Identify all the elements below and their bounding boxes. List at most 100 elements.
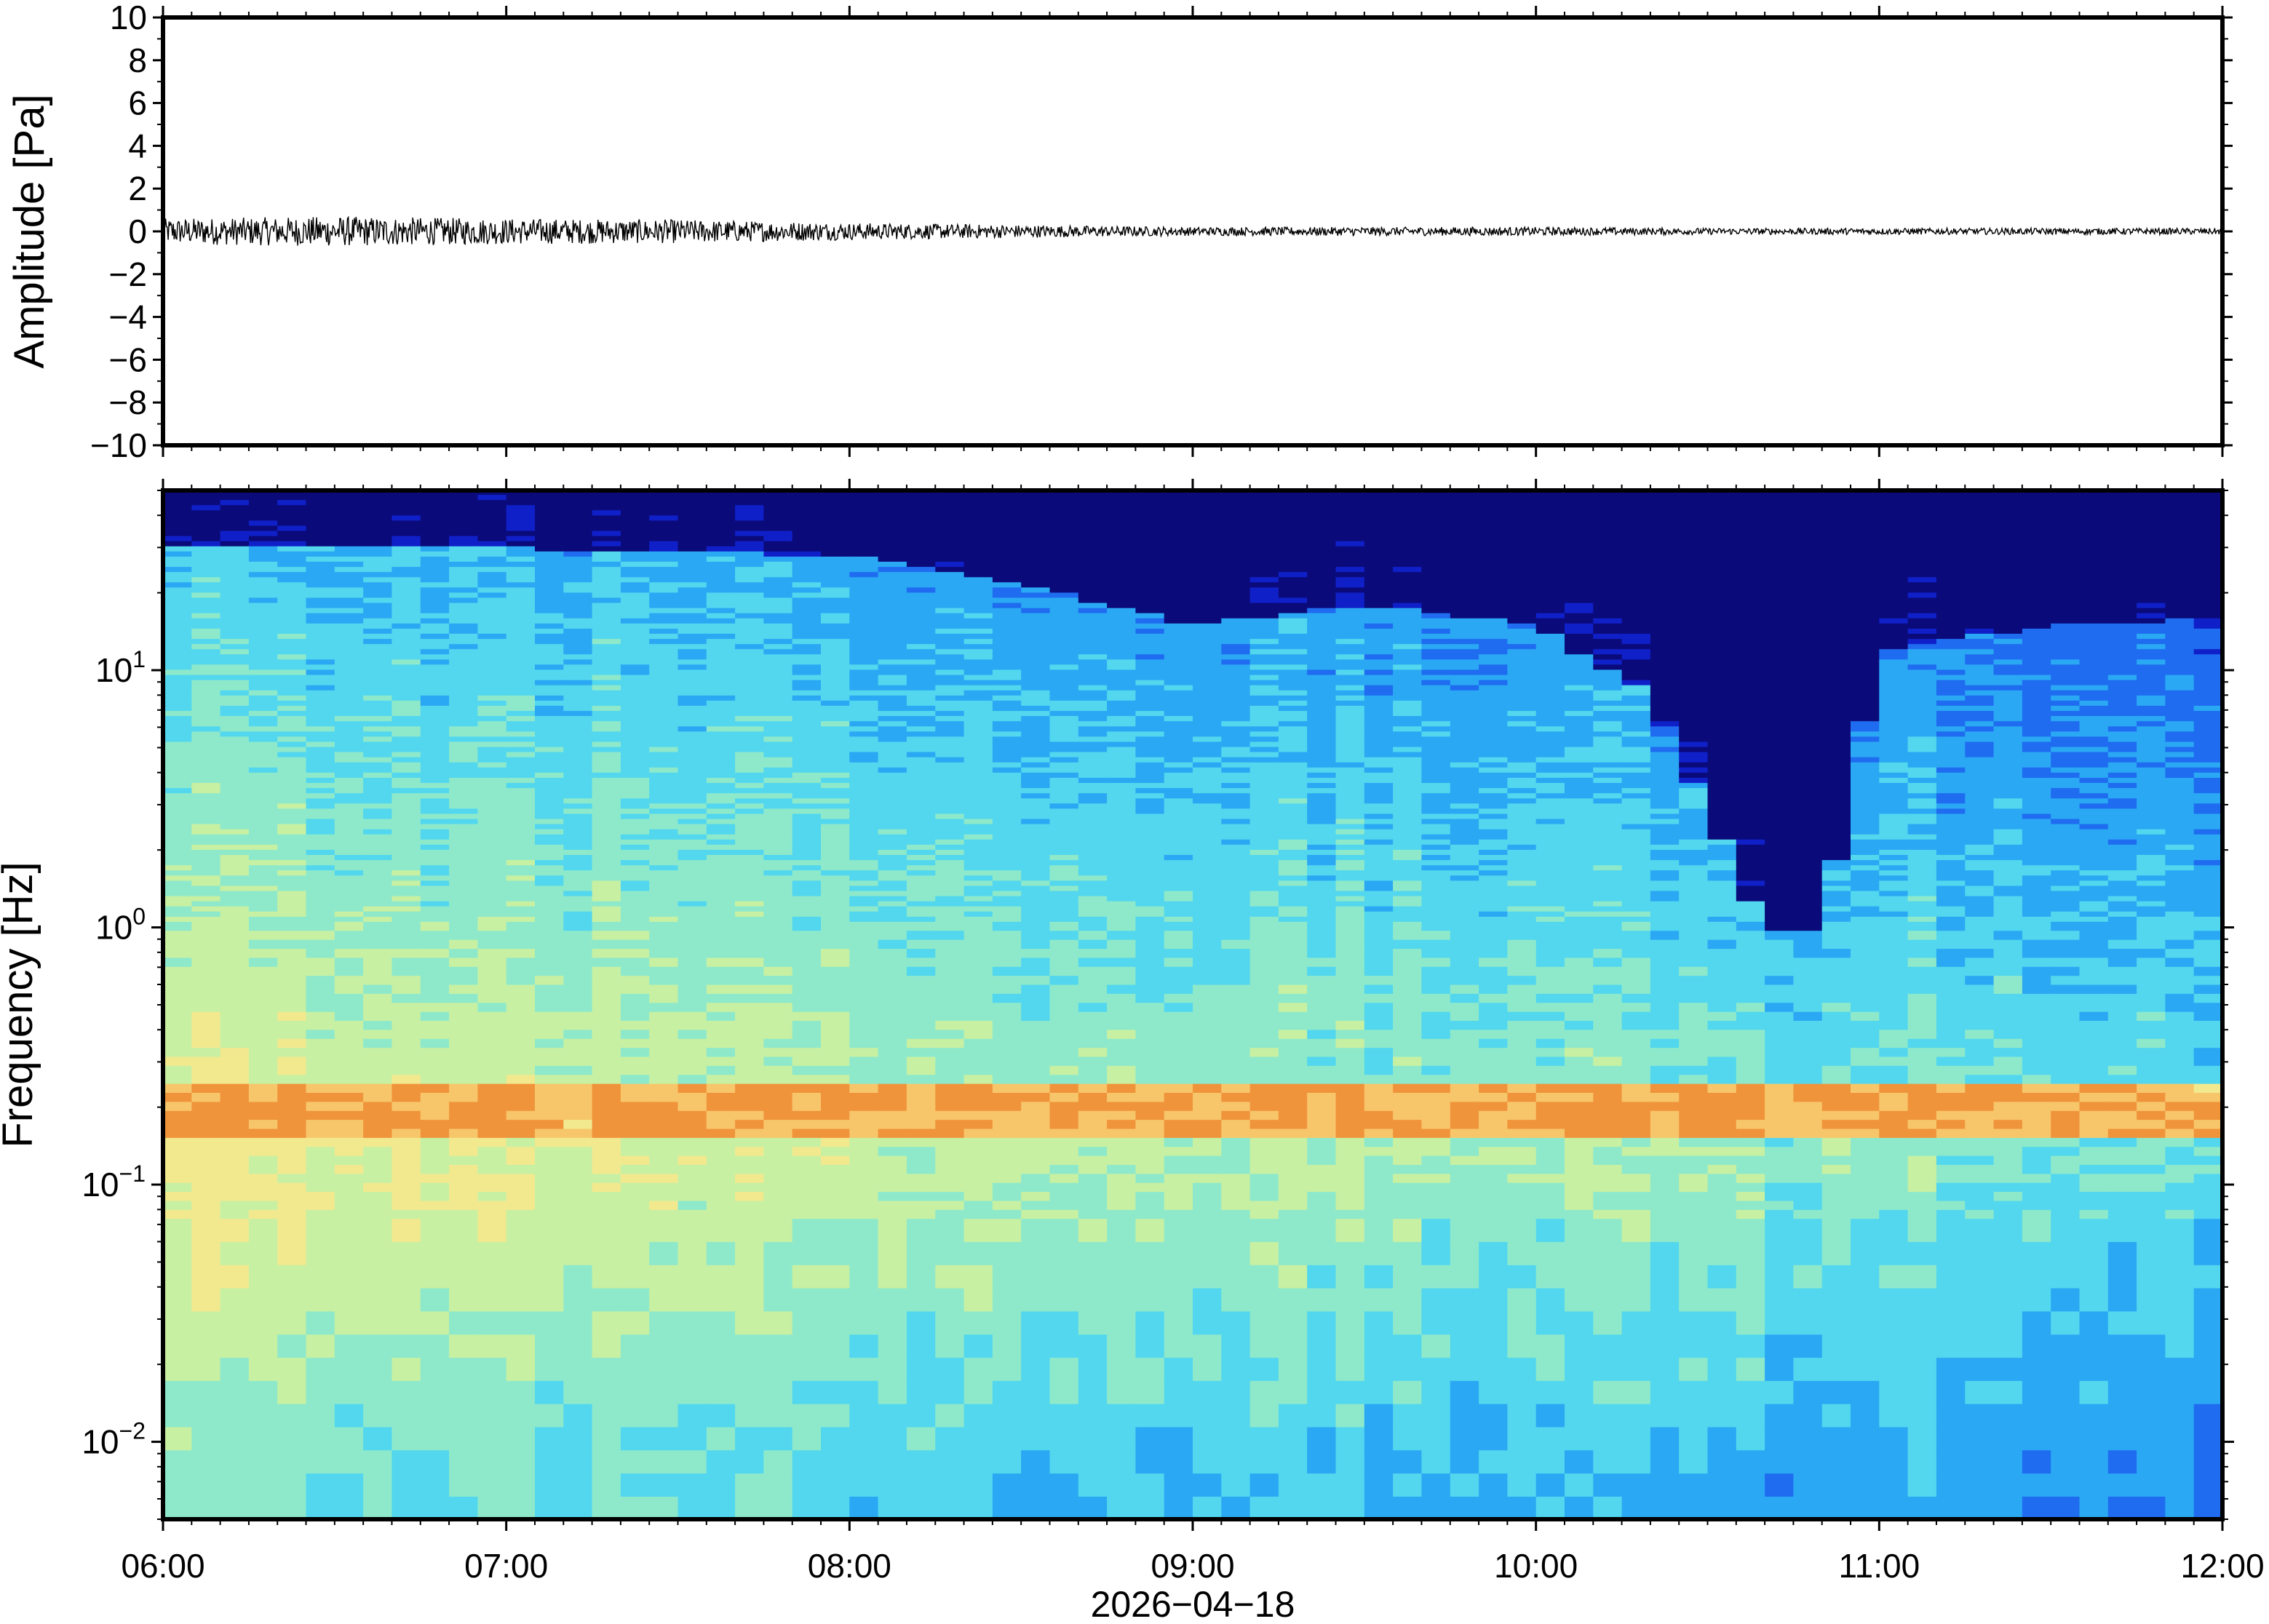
spectrogram-cell xyxy=(420,1310,450,1335)
spectrogram-cell xyxy=(563,679,593,685)
spectrogram-cell xyxy=(1193,514,1223,521)
spectrogram-cell xyxy=(477,700,507,706)
spectrogram-cell xyxy=(334,808,364,814)
spectrogram-cell xyxy=(163,576,193,583)
spectrogram-cell xyxy=(649,633,679,640)
spectrogram-cell xyxy=(677,993,707,1003)
spectrogram-cell xyxy=(763,499,793,506)
spectrogram-cell xyxy=(191,772,221,778)
spectrogram-cell xyxy=(420,695,450,701)
spectrogram-cell xyxy=(992,756,1022,763)
spectrogram-cell xyxy=(449,741,479,747)
spectrogram-cell xyxy=(191,1173,221,1183)
spectrogram-cell xyxy=(849,844,879,850)
spectrogram-cell xyxy=(992,1209,1022,1219)
spectrogram-cell xyxy=(792,880,822,886)
spectrogram-cell xyxy=(248,1074,278,1084)
spectrogram-cell xyxy=(191,684,221,690)
spectrogram-cell xyxy=(1249,1310,1279,1335)
spectrogram-cell xyxy=(506,586,536,593)
spectrogram-cell xyxy=(163,797,193,804)
spectrogram-cell xyxy=(506,546,536,552)
spectrogram-cell xyxy=(1107,803,1137,809)
spectrogram-cell xyxy=(306,1182,335,1193)
spectrogram-cell xyxy=(477,736,507,742)
spectrogram-cell xyxy=(363,674,393,680)
spectrogram-cell xyxy=(1193,586,1223,593)
spectrogram-cell xyxy=(792,602,822,608)
spectrogram-cell xyxy=(277,561,307,568)
spectrogram-cell xyxy=(1107,705,1137,712)
spectrogram-cell xyxy=(1107,957,1137,967)
spectrogram-cell xyxy=(878,1119,907,1129)
spectrogram-cell xyxy=(935,875,965,881)
spectrogram-cell xyxy=(1135,1173,1165,1183)
spectrogram-cell xyxy=(706,664,736,670)
spectrogram-cell xyxy=(1135,930,1165,940)
spectrogram-cell xyxy=(706,725,736,732)
spectrogram-cell xyxy=(821,561,851,568)
spectrogram-cell xyxy=(620,869,650,876)
spectrogram-cell xyxy=(163,939,193,950)
spectrogram-cell xyxy=(248,1119,278,1129)
spectrogram-cell xyxy=(706,695,736,701)
spectrogram-cell xyxy=(792,504,822,511)
spectrogram-cell xyxy=(392,756,421,763)
spectrogram-cell xyxy=(763,597,793,603)
spectrogram-cell xyxy=(706,818,736,824)
spectrogram-cell xyxy=(163,875,193,881)
spectrogram-cell xyxy=(220,710,250,717)
spectrogram-cell xyxy=(935,792,965,799)
spectrogram-cell xyxy=(1164,984,1193,994)
spectrogram-cell xyxy=(248,1047,278,1057)
spectrogram-cell xyxy=(620,859,650,866)
spectrogram-cell xyxy=(449,1380,479,1404)
spectrogram-cell xyxy=(1135,1074,1165,1084)
spectrogram-cell xyxy=(420,1137,450,1147)
spectrogram-cell xyxy=(191,797,221,804)
spectrogram-cell xyxy=(821,658,851,665)
spectrogram-cell xyxy=(1078,504,1108,511)
spectrogram-cell xyxy=(935,551,965,557)
spectrogram-cell xyxy=(1049,1011,1079,1021)
spectrogram-cell xyxy=(1021,653,1051,660)
spectrogram-cell xyxy=(649,905,679,912)
spectrogram-cell xyxy=(1164,623,1193,629)
spectrogram-cell xyxy=(506,911,536,917)
spectrogram-cell xyxy=(535,787,565,794)
spectrogram-cell xyxy=(735,1056,765,1066)
spectrogram-cell xyxy=(735,1200,765,1210)
spectrogram-cell xyxy=(620,509,650,516)
spectrogram-cell xyxy=(1164,782,1193,789)
spectrogram-cell xyxy=(935,535,965,541)
spectrogram-cell xyxy=(334,566,364,573)
spectrogram-cell xyxy=(1021,828,1051,835)
spectrogram-cell xyxy=(992,993,1022,1003)
spectrogram-cell xyxy=(1249,1164,1279,1174)
spectrogram-cell xyxy=(1249,1191,1279,1201)
spectrogram-cell xyxy=(963,731,993,737)
spectrogram-cell xyxy=(1221,658,1251,665)
spectrogram-cell xyxy=(649,854,679,861)
spectrogram-cell xyxy=(1107,1473,1137,1497)
spectrogram-cell xyxy=(849,1403,879,1428)
spectrogram-cell xyxy=(992,1496,1022,1519)
spectrogram-cell xyxy=(592,1011,621,1021)
spectrogram-cell xyxy=(620,618,650,624)
spectrogram-cell xyxy=(248,1011,278,1021)
spectrogram-cell xyxy=(306,669,335,675)
spectrogram-cell xyxy=(1135,643,1165,650)
spectrogram-cell xyxy=(220,1473,250,1497)
spectrogram-cell xyxy=(1107,1029,1137,1039)
spectrogram-cell xyxy=(220,581,250,588)
spectrogram-cell xyxy=(420,1101,450,1111)
spectrogram-cell xyxy=(506,679,536,685)
spectrogram-cell xyxy=(992,844,1022,850)
spectrogram-cell xyxy=(849,948,879,958)
spectrogram-cell xyxy=(1021,607,1051,613)
spectrogram-cell xyxy=(535,720,565,727)
spectrogram-cell xyxy=(1107,509,1137,516)
spectrogram-cell xyxy=(735,975,765,985)
spectrogram-cell xyxy=(191,1334,221,1358)
spectrogram-cell xyxy=(906,499,936,506)
